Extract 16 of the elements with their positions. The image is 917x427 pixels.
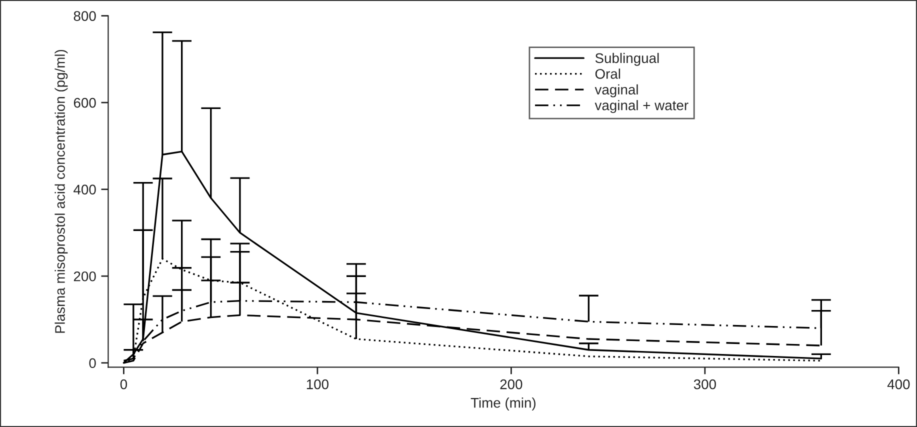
x-tick-label: 200 (500, 379, 522, 390)
y-tick-label: 0 (89, 358, 96, 368)
y-tick-label: 400 (74, 184, 96, 195)
x-axis-title: Time (min) (470, 398, 536, 410)
x-tick-label: 100 (306, 379, 328, 390)
y-tick-label: 800 (74, 11, 96, 21)
legend-label: Oral (595, 68, 620, 79)
y-tick-label: 600 (74, 98, 96, 108)
x-tick-label: 400 (887, 379, 910, 390)
y-axis-title: Plasma misoprostol acid concentration (pg/ml) (54, 50, 68, 333)
x-tick-label: 0 (120, 379, 128, 390)
y-tick-label: 200 (74, 271, 96, 282)
x-tick-label: 300 (694, 379, 716, 390)
legend-label: Sublingual (595, 52, 659, 66)
legend-label: vaginal + water (594, 100, 688, 114)
legend-label: vaginal (594, 84, 638, 98)
